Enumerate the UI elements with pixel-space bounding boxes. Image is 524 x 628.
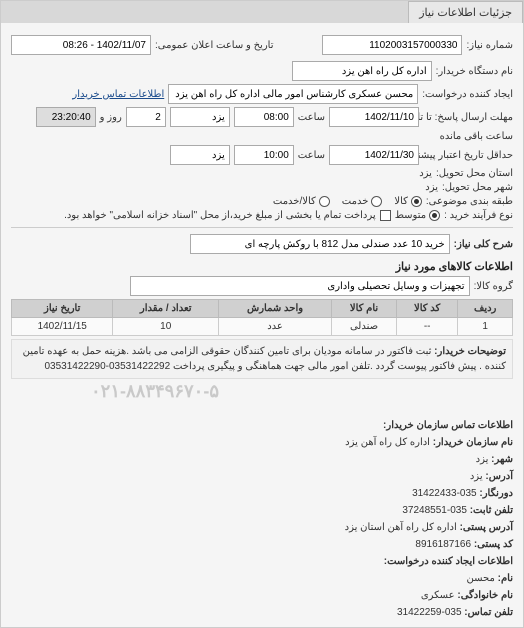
- hours-input: [36, 107, 96, 127]
- c-cphone-label: تلفن تماس:: [464, 607, 513, 618]
- deliver-city-value: یزد: [425, 182, 438, 193]
- c-zip-label: کد پستی:: [474, 539, 513, 550]
- subject-type-label: طبقه بندی موضوعی:: [426, 196, 513, 207]
- c-fname: محسن: [467, 573, 495, 584]
- valid-time-label: ساعت: [298, 150, 325, 161]
- org-label: نام دستگاه خریدار:: [436, 66, 513, 77]
- goods-table: ردیف کد کالا نام کالا واحد شمارش تعداد /…: [11, 299, 513, 336]
- contact-link[interactable]: اطلاعات تماس خریدار: [72, 89, 164, 100]
- remain-label: ساعت باقی مانده: [440, 131, 513, 142]
- c-fname-label: نام:: [498, 573, 513, 584]
- announce-label: تاریخ و ساعت اعلان عمومی:: [155, 40, 274, 51]
- c-addr2: اداره کل راه آهن استان یزد: [345, 522, 457, 533]
- c-addr-label: آدرس:: [485, 471, 513, 482]
- treasury-checkbox[interactable]: [380, 210, 391, 221]
- c-lname: عسکری: [421, 590, 455, 601]
- proc-type-label: نوع فرآیند خرید :: [444, 210, 513, 221]
- col-code: کد کالا: [396, 300, 457, 318]
- resp-date-input[interactable]: [329, 107, 419, 127]
- col-unit: واحد شمارش: [218, 300, 331, 318]
- days-input[interactable]: [126, 107, 166, 127]
- watermark-row: ۰۲۱-۸۸۳۴۹۶۷۰-۵: [11, 379, 513, 405]
- remarks-label: توضیحات خریدار:: [434, 346, 506, 357]
- c-phone-label: تلفن ثابت:: [470, 505, 513, 516]
- table-row[interactable]: 1 -- صندلی عدد 10 1402/11/15: [12, 318, 513, 336]
- group-label: گروه کالا:: [474, 281, 513, 292]
- watermark-text: ۰۲۱-۸۸۳۴۹۶۷۰-۵: [91, 381, 219, 402]
- form-area: شماره نیاز: تاریخ و ساعت اعلان عمومی: نا…: [1, 23, 523, 411]
- table-header-row: ردیف کد کالا نام کالا واحد شمارش تعداد /…: [12, 300, 513, 318]
- c-cphone: 035-31422259: [397, 607, 462, 618]
- group-input[interactable]: [130, 276, 470, 296]
- tab-bar: جزئیات اطلاعات نیاز: [1, 1, 523, 23]
- c-creator2-label: اطلاعات ایجاد کننده درخواست:: [11, 553, 513, 570]
- proc-note: پرداخت تمام یا بخشی از مبلغ خرید،از محل …: [64, 210, 376, 221]
- creator-label: ایجاد کننده درخواست:: [422, 89, 513, 100]
- need-label: شرح کلی نیاز:: [454, 239, 513, 250]
- need-input[interactable]: [190, 234, 450, 254]
- req-no-label: شماره نیاز:: [466, 40, 513, 51]
- valid-label: حداقل تاریخ اعتبار پیشنهاد: تا تاریخ:: [423, 150, 513, 161]
- valid-date-input[interactable]: [329, 145, 419, 165]
- c-city-label: شهر:: [491, 454, 513, 465]
- radio-dot-icon: [429, 210, 440, 221]
- deliver-city-label: شهر محل تحویل:: [442, 182, 513, 193]
- c-org: اداره کل راه آهن یزد: [345, 437, 430, 448]
- resp-from-label: مهلت ارسال پاسخ: تا تاریخ:: [423, 112, 513, 123]
- radio-service[interactable]: خدمت: [342, 196, 383, 207]
- c-fax: 035-31422433: [412, 488, 477, 499]
- org-input[interactable]: [292, 61, 432, 81]
- goods-title: اطلاعات کالاهای مورد نیاز: [11, 260, 513, 273]
- deliver-prov-label: استان محل تحویل:: [436, 168, 513, 179]
- c-city: یزد: [476, 454, 489, 465]
- col-name: نام کالا: [332, 300, 397, 318]
- deliver-prov-value: یزد: [419, 168, 432, 179]
- col-row: ردیف: [458, 300, 513, 318]
- c-zip: 8916187166: [415, 539, 471, 550]
- col-qty: تعداد / مقدار: [113, 300, 219, 318]
- col-date: تاریخ نیاز: [12, 300, 113, 318]
- radio-dot-icon: [411, 196, 422, 207]
- c-fax-label: دورنگار:: [479, 488, 513, 499]
- creator-input[interactable]: [168, 84, 418, 104]
- radio-goods[interactable]: کالا: [394, 196, 422, 207]
- contact-title: اطلاعات تماس سازمان خریدار:: [11, 417, 513, 434]
- days-label: روز و: [100, 112, 122, 123]
- announce-input[interactable]: [11, 35, 151, 55]
- radio-empty-icon: [319, 196, 330, 207]
- c-addr: یزد: [470, 471, 483, 482]
- contact-section: اطلاعات تماس سازمان خریدار: نام سازمان خ…: [1, 411, 523, 627]
- resp-time-input[interactable]: [234, 107, 294, 127]
- resp-time-label: ساعت: [298, 112, 325, 123]
- c-lname-label: نام خانوادگی:: [457, 590, 513, 601]
- radio-both[interactable]: کالا/خدمت: [273, 196, 330, 207]
- details-panel: جزئیات اطلاعات نیاز شماره نیاز: تاریخ و …: [0, 0, 524, 628]
- c-phone: 035-37248551: [402, 505, 467, 516]
- req-no-input[interactable]: [322, 35, 462, 55]
- tab-details[interactable]: جزئیات اطلاعات نیاز: [408, 1, 523, 23]
- subject-type-group: کالا خدمت کالا/خدمت: [273, 196, 422, 207]
- c-org-label: نام سازمان خریدار:: [433, 437, 513, 448]
- resp-prov-input[interactable]: [170, 107, 230, 127]
- remarks-box: توضیحات خریدار: ثبت فاکتور در سامانه مود…: [11, 339, 513, 379]
- c-addr2-label: آدرس پستی:: [460, 522, 513, 533]
- valid-prov-input[interactable]: [170, 145, 230, 165]
- radio-mid[interactable]: متوسط: [395, 210, 440, 221]
- radio-empty-icon: [371, 196, 382, 207]
- valid-time-input[interactable]: [234, 145, 294, 165]
